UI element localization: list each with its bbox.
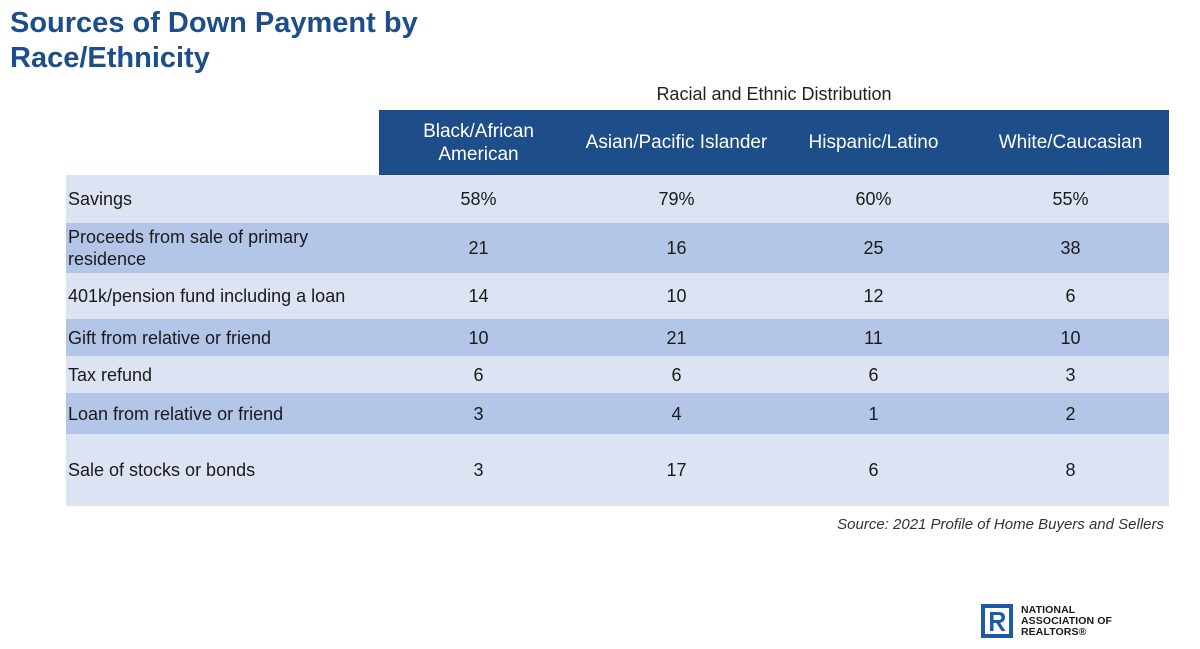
table-row: 401k/pension fund including a loan 14 10… bbox=[66, 273, 1169, 319]
table-cell: 6 bbox=[578, 356, 775, 393]
row-label: Gift from relative or friend bbox=[66, 319, 379, 356]
table-cell: 14 bbox=[379, 273, 578, 319]
table-cell: 8 bbox=[972, 434, 1169, 506]
table-cell: 12 bbox=[775, 273, 972, 319]
table-cell: 4 bbox=[578, 393, 775, 434]
table-cell: 10 bbox=[578, 273, 775, 319]
table-cell: 10 bbox=[379, 319, 578, 356]
page-title: Sources of Down Payment by Race/Ethnicit… bbox=[10, 7, 418, 74]
logo-line: REALTORS® bbox=[1021, 626, 1087, 638]
table-cell: 16 bbox=[578, 223, 775, 273]
table-cell: 3 bbox=[972, 356, 1169, 393]
table-row: Tax refund 6 6 6 3 bbox=[66, 356, 1169, 393]
down-payment-table: Black/African American Asian/Pacific Isl… bbox=[66, 110, 1169, 506]
table-cell: 58% bbox=[379, 175, 578, 223]
source-note: Source: 2021 Profile of Home Buyers and … bbox=[837, 516, 1164, 533]
realtor-r-logo-icon bbox=[981, 604, 1013, 638]
row-label: Loan from relative or friend bbox=[66, 393, 379, 434]
column-header: Black/African American bbox=[379, 110, 578, 175]
table-row: Proceeds from sale of primary residence … bbox=[66, 223, 1169, 273]
table-cell: 10 bbox=[972, 319, 1169, 356]
column-header: Hispanic/Latino bbox=[775, 110, 972, 175]
table-row: Gift from relative or friend 10 21 11 10 bbox=[66, 319, 1169, 356]
table-cell: 3 bbox=[379, 434, 578, 506]
column-header: Asian/Pacific Islander bbox=[578, 110, 775, 175]
row-label: Savings bbox=[66, 175, 379, 223]
table-row: Savings 58% 79% 60% 55% bbox=[66, 175, 1169, 223]
table-cell: 21 bbox=[379, 223, 578, 273]
table-cell: 1 bbox=[775, 393, 972, 434]
table-row: Sale of stocks or bonds 3 17 6 8 bbox=[66, 434, 1169, 506]
logo-line: NATIONAL bbox=[1021, 604, 1076, 616]
table-cell: 60% bbox=[775, 175, 972, 223]
table-cell: 6 bbox=[379, 356, 578, 393]
table-cell: 25 bbox=[775, 223, 972, 273]
table-cell: 55% bbox=[972, 175, 1169, 223]
row-label: Sale of stocks or bonds bbox=[66, 434, 379, 506]
table-cell: 3 bbox=[379, 393, 578, 434]
nar-logo: NATIONAL ASSOCIATION OF REALTORS® bbox=[981, 604, 1151, 640]
row-label: Proceeds from sale of primary residence bbox=[66, 223, 379, 273]
table-cell: 6 bbox=[775, 356, 972, 393]
column-header: White/Caucasian bbox=[972, 110, 1169, 175]
table-cell: 38 bbox=[972, 223, 1169, 273]
table-cell: 2 bbox=[972, 393, 1169, 434]
logo-wordmark: NATIONAL ASSOCIATION OF REALTORS® bbox=[1021, 605, 1112, 638]
header-corner bbox=[66, 110, 379, 175]
logo-line: ASSOCIATION OF bbox=[1021, 615, 1113, 627]
table-cell: 11 bbox=[775, 319, 972, 356]
row-label: Tax refund bbox=[66, 356, 379, 393]
table-cell: 21 bbox=[578, 319, 775, 356]
table-cell: 17 bbox=[578, 434, 775, 506]
row-label: 401k/pension fund including a loan bbox=[66, 273, 379, 319]
table-cell: 79% bbox=[578, 175, 775, 223]
column-group-label: Racial and Ethnic Distribution bbox=[656, 84, 892, 104]
header-row: Black/African American Asian/Pacific Isl… bbox=[66, 110, 1169, 175]
table-cell: 6 bbox=[775, 434, 972, 506]
table-cell: 6 bbox=[972, 273, 1169, 319]
table-row: Loan from relative or friend 3 4 1 2 bbox=[66, 393, 1169, 434]
